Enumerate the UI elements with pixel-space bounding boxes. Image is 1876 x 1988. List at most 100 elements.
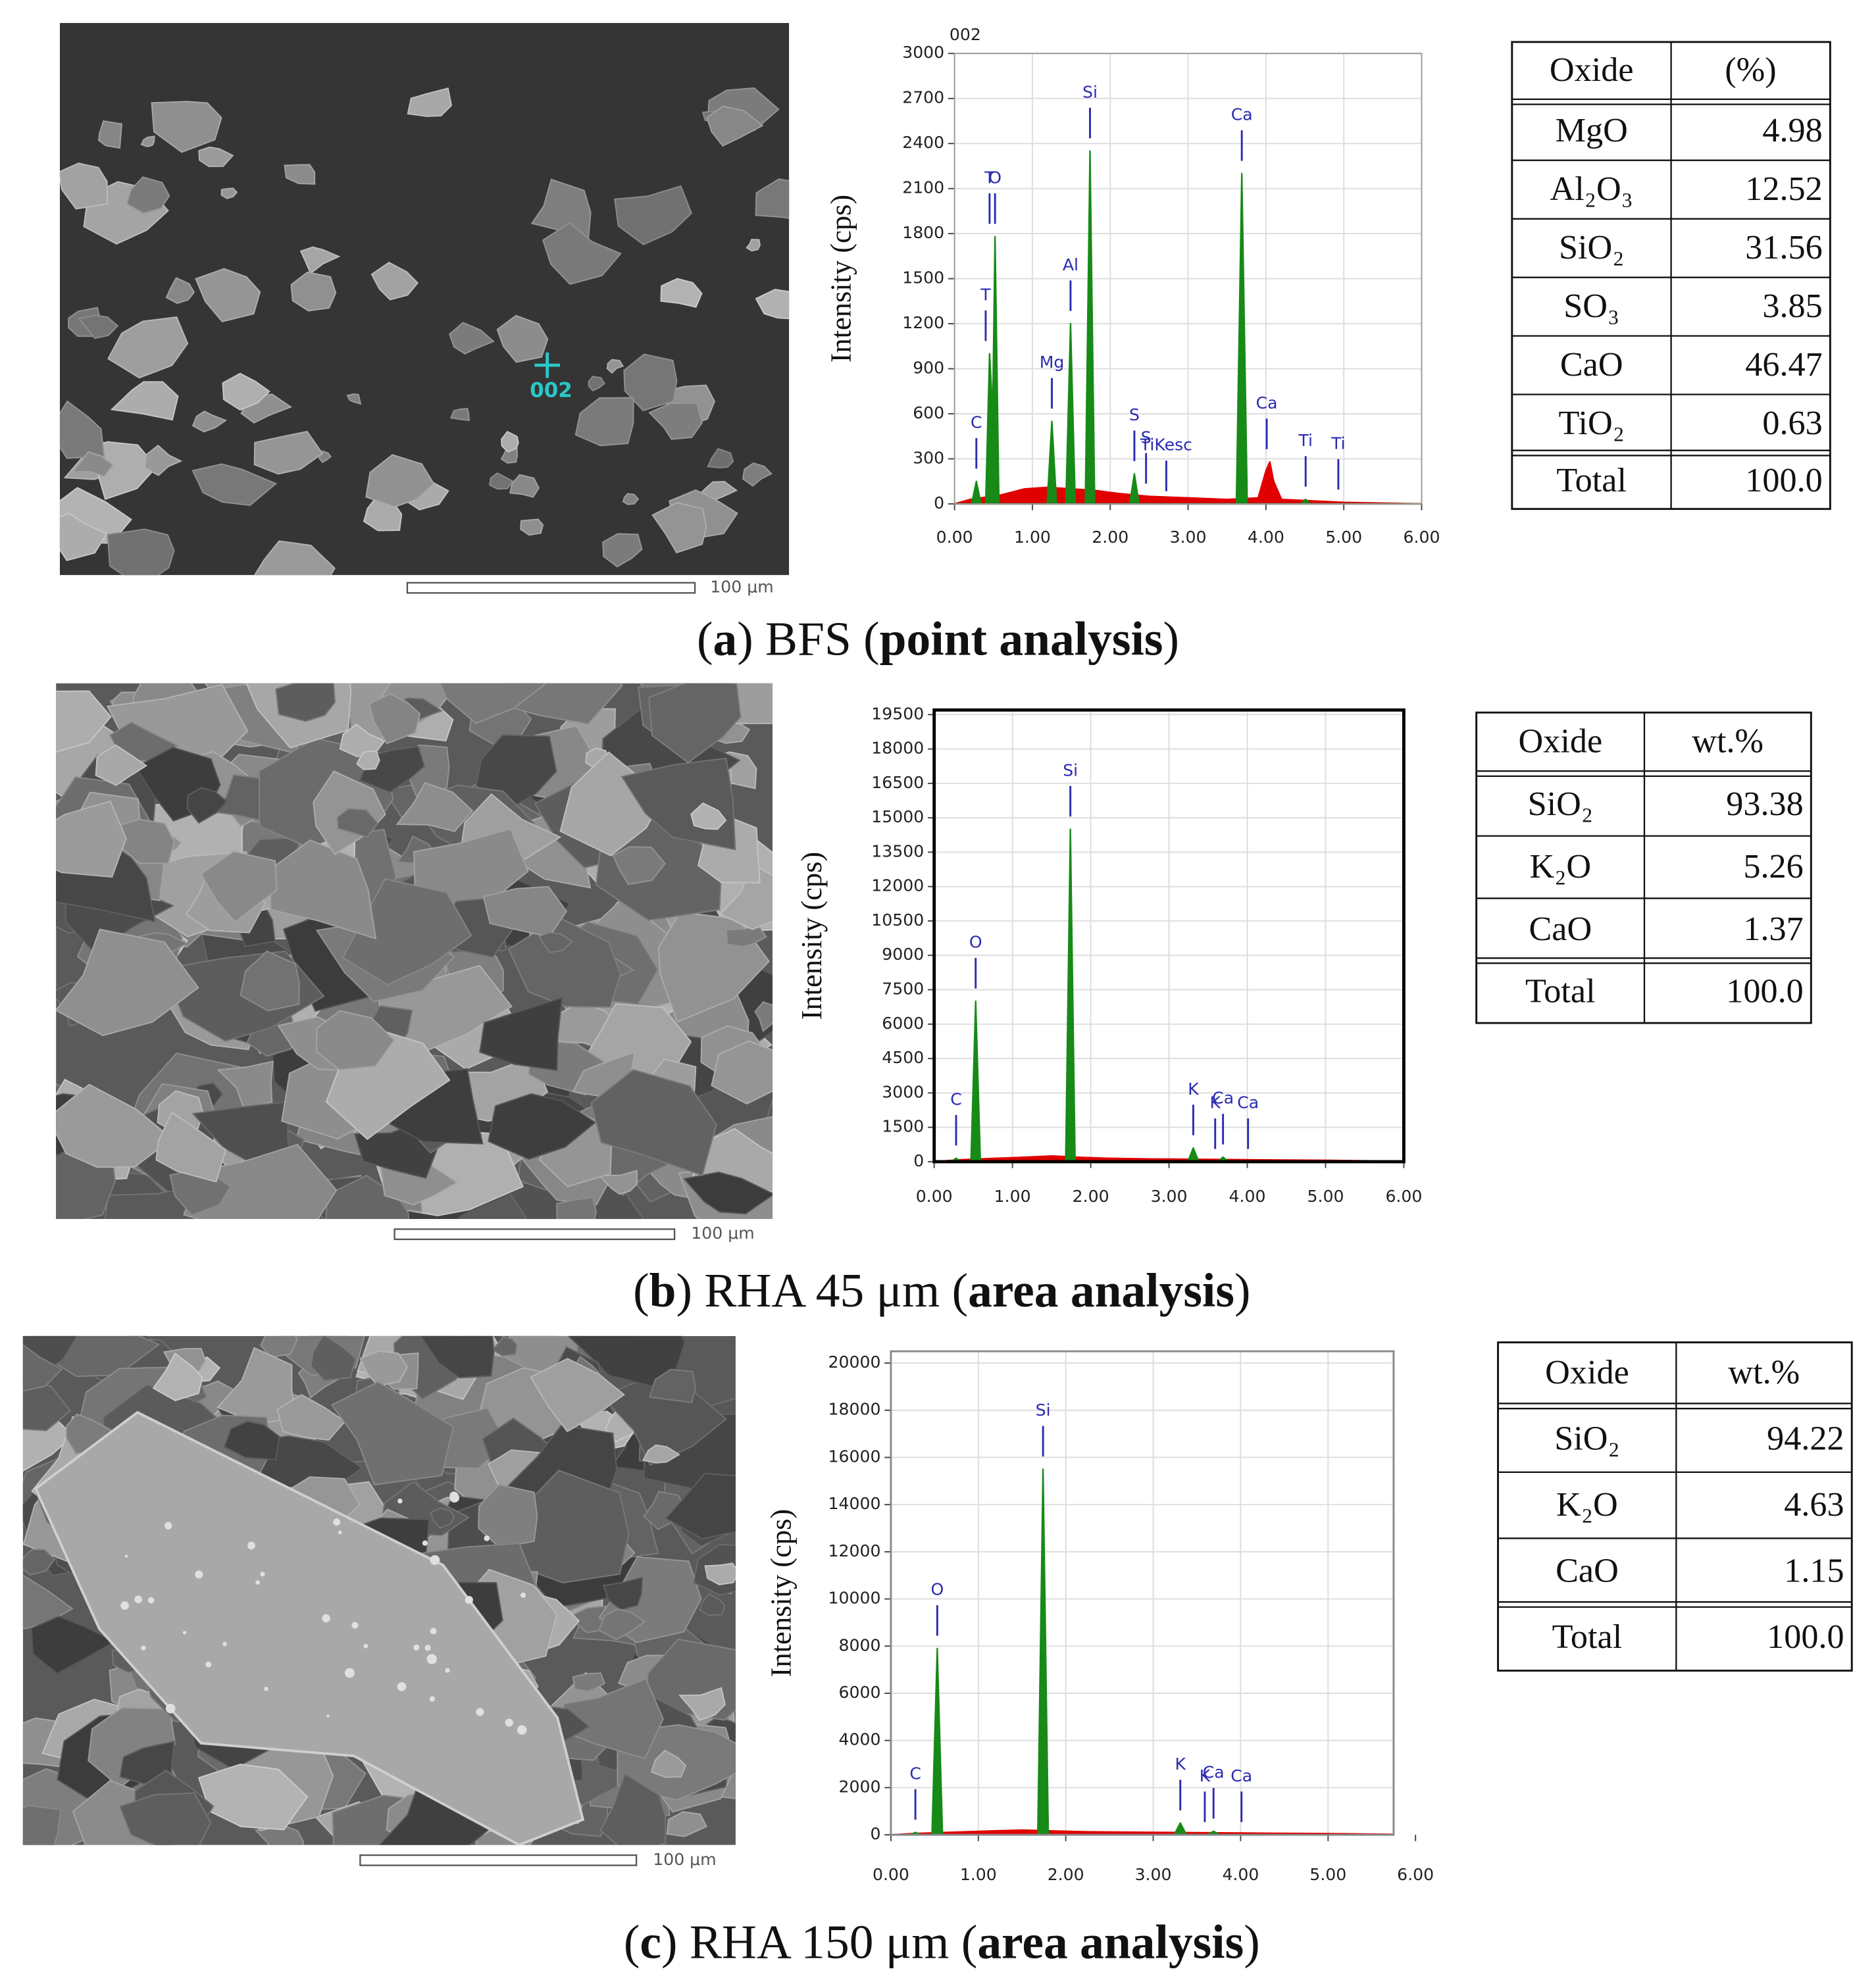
sem-particle (107, 316, 189, 379)
sem-speck (182, 1631, 187, 1635)
scale-bar (406, 582, 696, 594)
x-tick-label: 5.00 (1325, 528, 1362, 547)
table-total-label: Total (1556, 461, 1627, 499)
sem-particle (216, 1060, 274, 1109)
sem-particle (602, 533, 643, 568)
sem-particle (140, 136, 155, 147)
sem-particle (223, 1420, 280, 1460)
sem-speck (264, 1687, 268, 1691)
x-tick-label: 0.00 (916, 1187, 953, 1206)
sem-particle (356, 750, 380, 770)
y-tick-label: 14000 (828, 1494, 881, 1513)
caption-run: ( (633, 1264, 649, 1317)
peak-label: S (1141, 428, 1152, 447)
sem-particle (336, 808, 379, 838)
table-oxide: CaO (1560, 345, 1623, 384)
sem-speck (424, 1645, 431, 1651)
sem-particle (59, 162, 109, 210)
x-tick-label: 4.00 (1248, 528, 1284, 547)
y-tick-label: 7500 (882, 980, 924, 999)
caption-run: ) (1244, 1915, 1259, 1968)
y-tick-label: 2400 (902, 133, 944, 152)
sem-plate (34, 1410, 585, 1845)
sem-particle (754, 1001, 773, 1033)
sem-particle (346, 393, 362, 405)
table-oxide: SiO₂ (1528, 785, 1593, 823)
y-tick-label: 18000 (871, 739, 924, 758)
x-tick-label: 0.00 (936, 528, 973, 547)
caption-run: ) BFS ( (737, 612, 879, 666)
caption-run: area analysis (977, 1915, 1244, 1968)
y-tick-label: 13500 (871, 841, 924, 860)
peak-label: Ti (1298, 431, 1313, 450)
sem-particle (507, 916, 621, 1008)
sem-particle (240, 950, 300, 1012)
sem-particle (253, 540, 336, 576)
sem-particle (191, 410, 228, 433)
x-tick-label: 6.00 (1404, 528, 1440, 547)
sem-particle (56, 800, 127, 878)
peak-label: C (950, 1089, 962, 1108)
table-total-label: Total (1525, 972, 1596, 1010)
sem-particle (682, 1171, 773, 1215)
y-tick-label: 600 (913, 403, 944, 422)
caption-run: ) (1234, 1264, 1250, 1317)
table-header: wt.% (1692, 722, 1763, 760)
table-value: 12.52 (1745, 170, 1823, 208)
sem-particle (590, 1069, 717, 1177)
sem-speck (351, 1622, 359, 1629)
peak-label: Si (1063, 760, 1078, 780)
sem-particle (98, 120, 122, 149)
caption-run: a (713, 612, 737, 666)
sem-particle (254, 1824, 304, 1845)
x-tick-label: 1.00 (994, 1187, 1031, 1206)
sem-particle (253, 430, 324, 475)
table-oxide: CaO (1529, 910, 1592, 948)
sem-particle (222, 372, 270, 411)
sem-particle (572, 1672, 606, 1693)
sem-particle (642, 1444, 680, 1464)
sem-speck (260, 1572, 265, 1577)
table-header: Oxide (1550, 51, 1634, 89)
sem-speck (422, 1540, 428, 1546)
y-tick-label: 0 (934, 493, 944, 512)
sem-speck (164, 1522, 172, 1529)
sem-speck (333, 1518, 341, 1526)
sem-speck (449, 1491, 459, 1501)
sem-particle (330, 1381, 454, 1486)
caption: (a) BFS (point analysis) (697, 612, 1179, 666)
sem-particle (489, 472, 514, 490)
sem-speck (247, 1541, 255, 1550)
sem-particle (30, 1616, 116, 1675)
sem-particle (478, 1483, 538, 1549)
sem-particle (310, 1335, 357, 1381)
table-oxide: SO₃ (1563, 287, 1619, 325)
peak-label: Si (1036, 1401, 1051, 1420)
table-header: Oxide (1545, 1353, 1629, 1391)
sem-particle (648, 683, 742, 764)
y-tick-label: 3000 (882, 1082, 924, 1101)
caption-run: b (649, 1264, 676, 1317)
sem-particle (165, 277, 195, 305)
sem-speck (397, 1498, 403, 1504)
y-tick-label: 3000 (902, 43, 944, 62)
sem-particle (430, 1507, 455, 1529)
sem-particle (660, 278, 703, 308)
sem-particle (110, 381, 179, 421)
table-total-value: 100.0 (1745, 461, 1823, 499)
y-axis-label: Intensity (cps) (795, 852, 828, 1020)
sem-particle (707, 448, 734, 468)
sem-particle (95, 744, 147, 786)
sem-particle (574, 397, 634, 447)
peak-label: K (1200, 1766, 1211, 1785)
sem-particle (56, 1083, 174, 1168)
sem-particle (220, 187, 238, 199)
caption-run: point analysis (880, 612, 1163, 666)
peak-label: O (930, 1580, 944, 1599)
sem-particle (59, 512, 108, 561)
sem-particle (612, 846, 666, 885)
y-tick-label: 12000 (871, 876, 924, 895)
table-oxide: K₂O (1530, 847, 1592, 885)
sem-speck (255, 1580, 260, 1585)
sem-particle (368, 693, 421, 745)
